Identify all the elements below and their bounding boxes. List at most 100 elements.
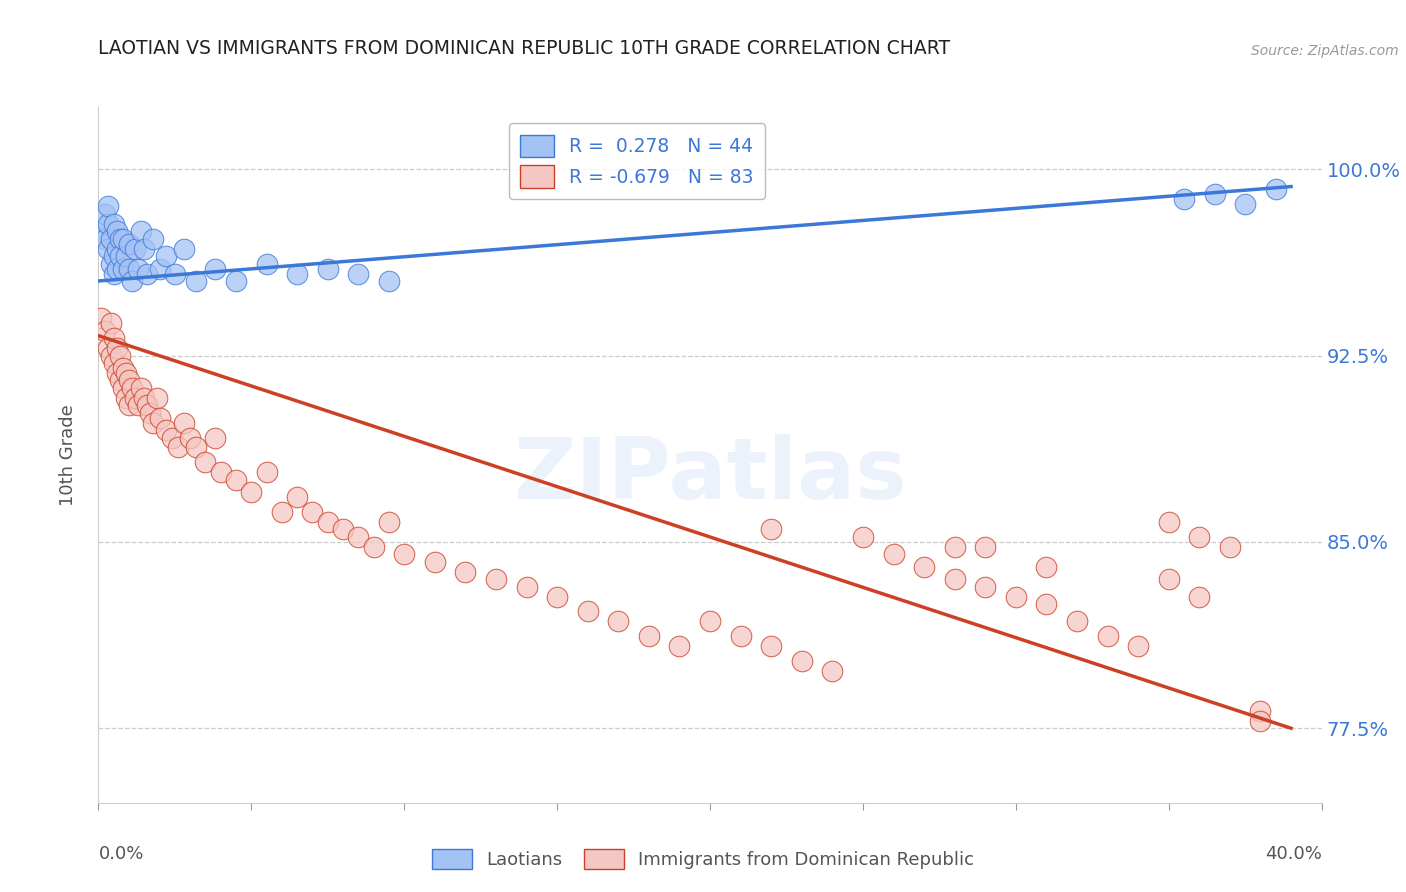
Point [108,349,131,363]
Point [127,261,149,276]
Point [97,242,120,256]
Point [225,473,247,487]
Point [1097,629,1119,643]
Point [118,373,141,387]
Point [105,261,128,276]
Point [332,523,354,537]
Point [974,540,997,554]
Point [136,398,159,412]
Point [115,391,138,405]
Point [974,580,997,594]
Point [912,559,935,574]
Point [1035,597,1057,611]
Point [100,316,122,330]
Point [173,242,195,256]
Point [124,391,146,405]
Point [759,523,782,537]
Point [111,381,134,395]
Point [139,406,162,420]
Point [1249,714,1271,728]
Point [108,373,131,387]
Point [90,224,112,238]
Point [103,331,125,345]
Point [1188,530,1211,544]
Point [186,441,208,455]
Point [108,232,131,246]
Point [118,398,141,412]
Point [103,356,125,370]
Point [145,391,167,405]
Point [194,455,217,469]
Point [149,410,172,425]
Point [155,423,177,437]
Point [1004,590,1026,604]
Point [1264,182,1286,196]
Point [270,505,292,519]
Point [108,249,131,263]
Point [93,207,115,221]
Point [100,257,122,271]
Point [179,430,201,444]
Point [105,366,128,380]
Point [943,540,966,554]
Point [90,311,112,326]
Point [256,466,278,480]
Point [93,324,115,338]
Point [100,232,122,246]
Point [163,267,186,281]
Y-axis label: 10th Grade: 10th Grade [59,404,77,506]
Point [607,615,630,629]
Point [111,232,134,246]
Point [256,257,278,271]
Point [115,249,138,263]
Point [111,360,134,375]
Point [1234,197,1257,211]
Point [155,249,177,263]
Point [121,274,143,288]
Point [100,349,122,363]
Point [186,274,208,288]
Point [1066,615,1088,629]
Point [129,224,152,238]
Point [637,629,661,643]
Point [167,441,190,455]
Point [225,274,247,288]
Point [1157,572,1180,586]
Point [97,217,120,231]
Point [204,430,226,444]
Point [105,224,128,238]
Point [546,590,568,604]
Point [97,341,120,355]
Point [699,615,721,629]
Point [883,547,905,561]
Point [111,261,134,276]
Point [378,274,401,288]
Point [149,261,172,276]
Text: 0.0%: 0.0% [98,845,143,863]
Point [134,391,156,405]
Point [1157,515,1180,529]
Point [134,242,156,256]
Point [347,267,370,281]
Legend: Laotians, Immigrants from Dominican Republic: Laotians, Immigrants from Dominican Repu… [423,839,983,879]
Point [103,217,125,231]
Point [485,572,508,586]
Point [392,547,416,561]
Point [943,572,966,586]
Point [576,605,599,619]
Point [1188,590,1211,604]
Point [301,505,323,519]
Point [118,261,141,276]
Point [142,232,165,246]
Point [454,565,477,579]
Point [173,416,195,430]
Point [285,490,308,504]
Text: ZIPatlas: ZIPatlas [513,434,907,517]
Point [209,466,232,480]
Point [1173,192,1195,206]
Point [316,261,339,276]
Point [852,530,875,544]
Point [124,242,146,256]
Point [1219,540,1241,554]
Point [423,555,446,569]
